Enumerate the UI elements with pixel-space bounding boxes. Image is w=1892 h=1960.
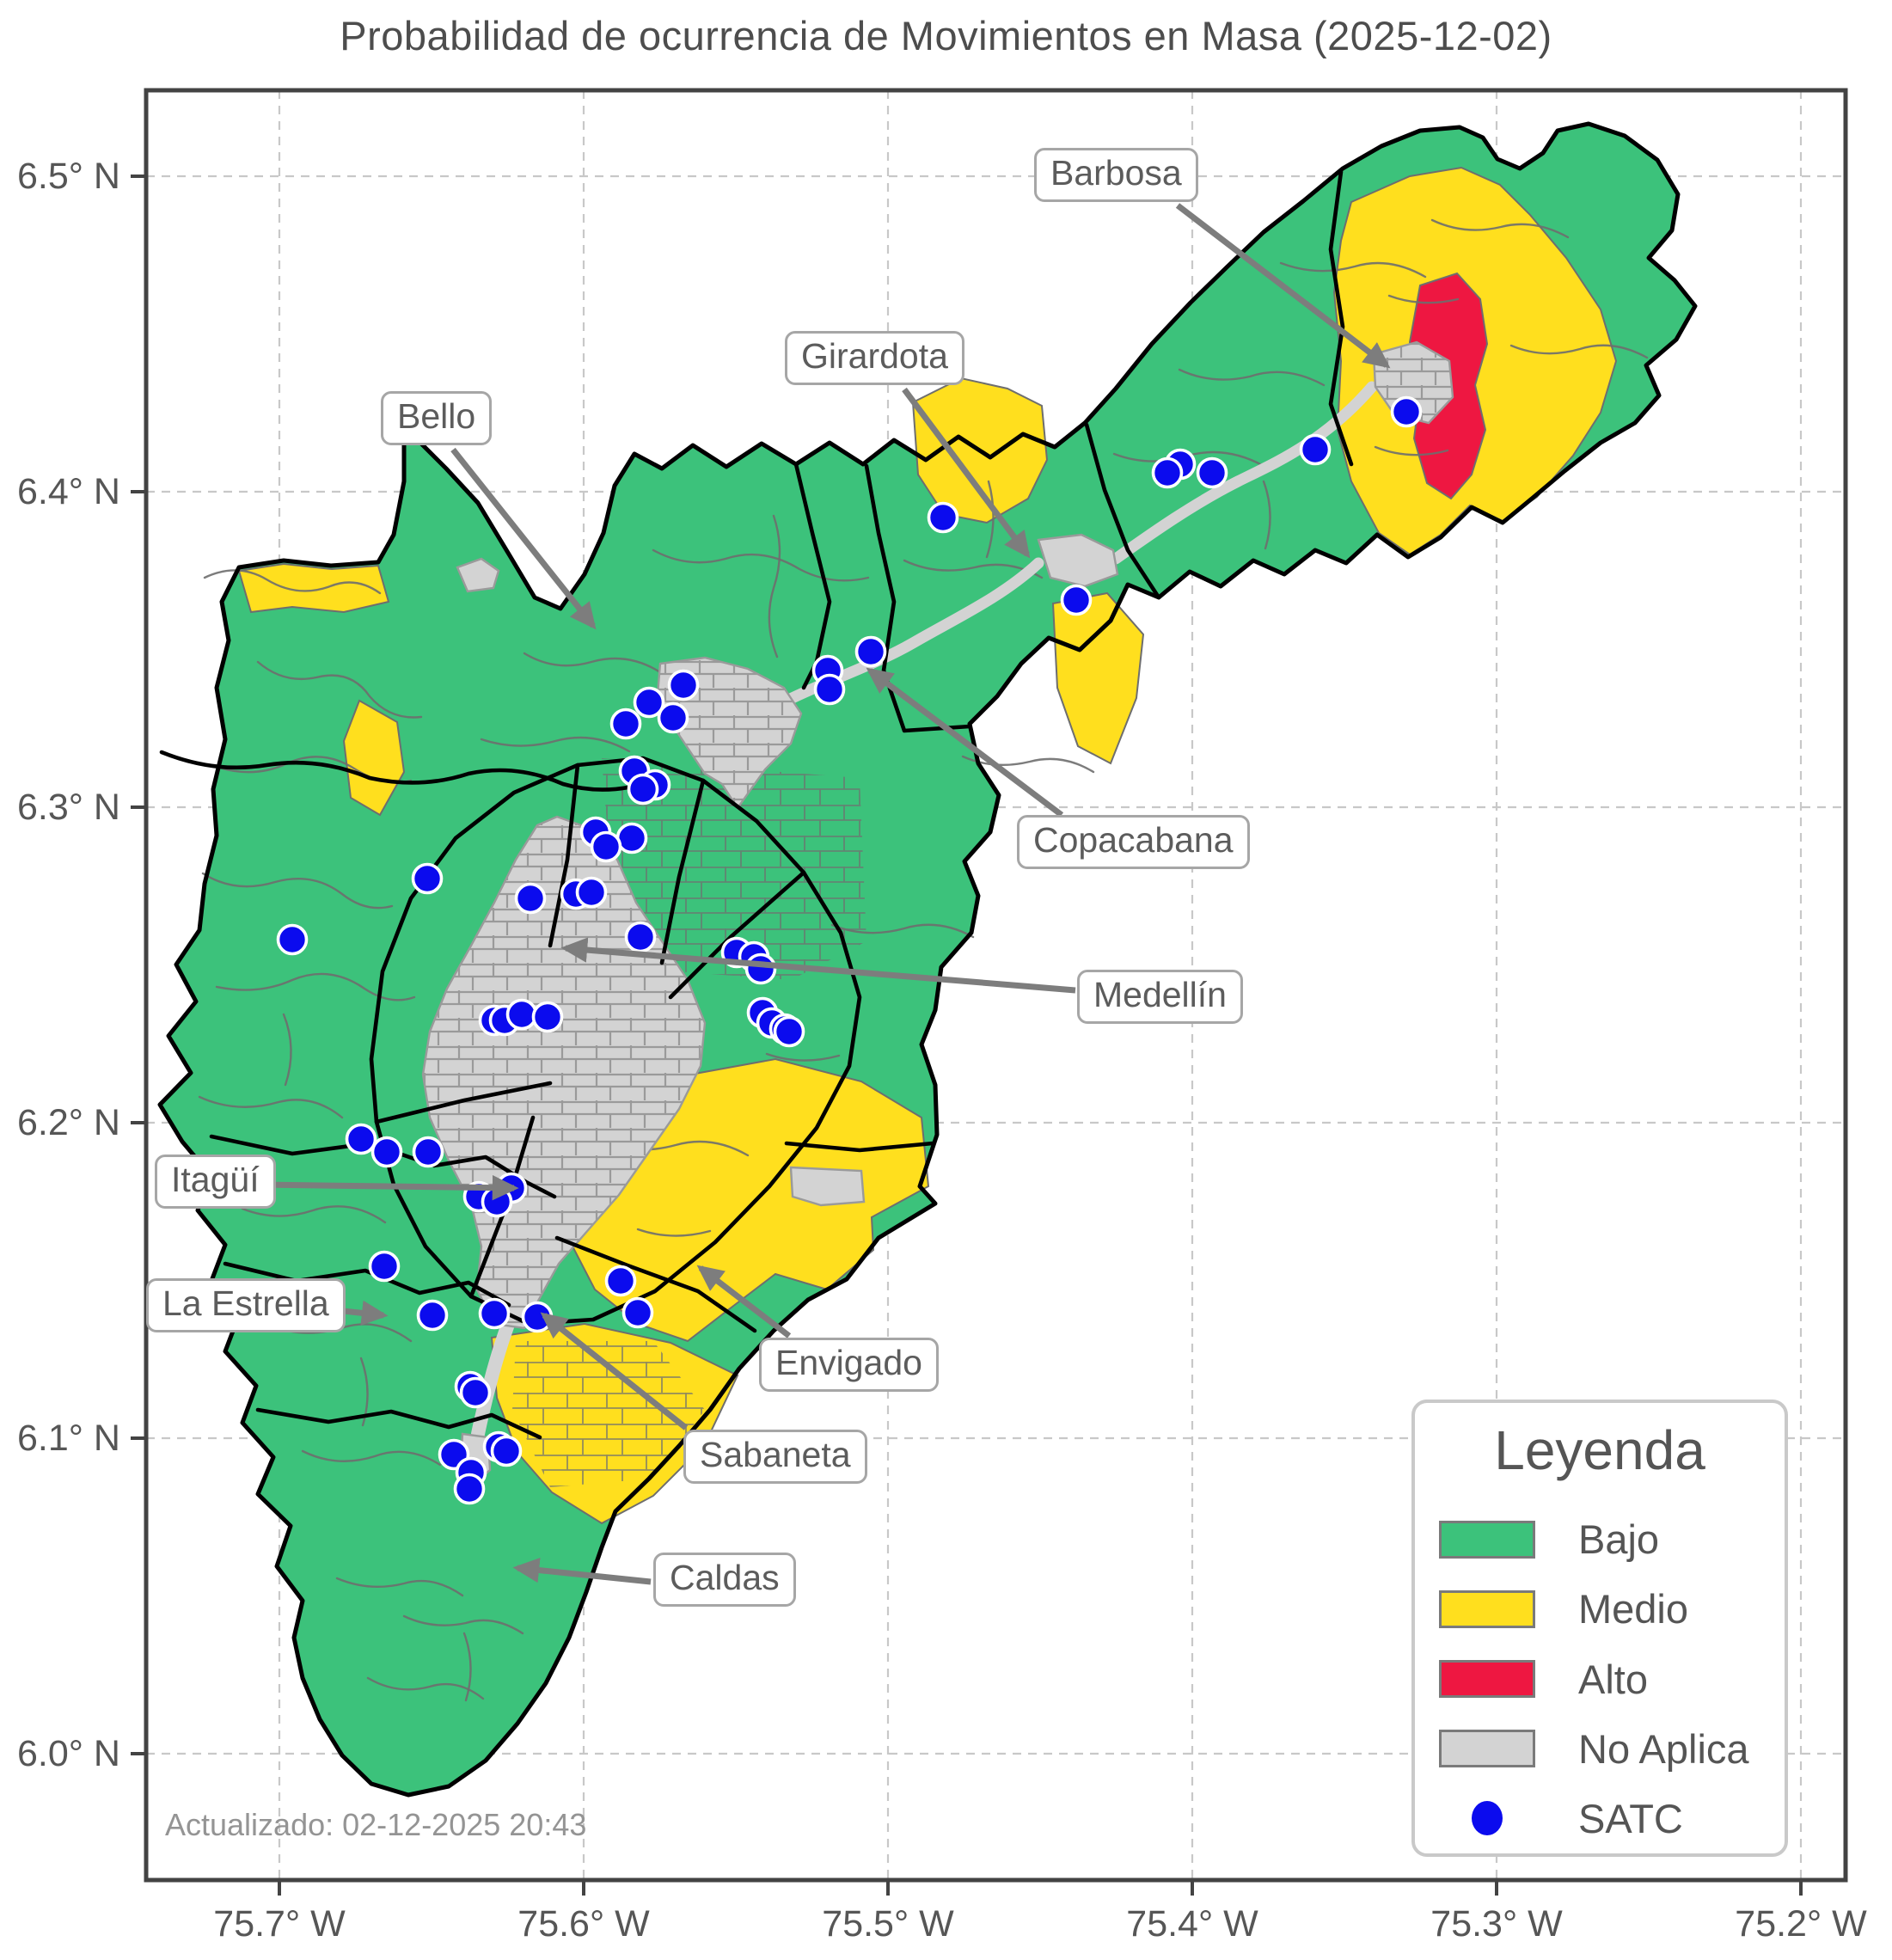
satc-point (490, 1435, 523, 1467)
region-map (157, 121, 1698, 1798)
no-aplica-color-swatch (1439, 1730, 1535, 1768)
satc-point (412, 1136, 444, 1168)
arrow-copacabana (866, 667, 1064, 818)
satc-point (1196, 456, 1228, 489)
satc-point (1299, 433, 1332, 466)
y-tick-label: 6.1° N (17, 1418, 120, 1459)
y-tick-label: 6.3° N (17, 787, 120, 828)
y-ticks: 6.5° N 6.4° N 6.3° N 6.2° N 6.1° N 6.0° … (17, 156, 146, 1774)
y-tick-label: 6.0° N (17, 1733, 120, 1774)
satc-points-layer (276, 395, 1423, 1505)
annotation-arrows (259, 203, 1391, 1585)
satc-point (575, 876, 608, 909)
x-ticks: 75.7° W 75.6° W 75.5° W 75.4° W 75.3° W … (213, 1880, 1867, 1945)
satc-point (773, 1015, 805, 1048)
arrow-girardota (902, 387, 1031, 559)
satc-point (604, 1265, 637, 1297)
satc-point (514, 882, 547, 915)
arrow-envigado (696, 1265, 792, 1338)
label-la-estrella: La Estrella (146, 1278, 346, 1333)
satc-point (627, 773, 659, 805)
legend-item-satc: SATC (1439, 1792, 1785, 1845)
label-sabaneta: Sabaneta (683, 1430, 867, 1485)
legend-item-label: SATC (1578, 1795, 1683, 1841)
satc-point (1151, 456, 1184, 489)
satc-point (744, 952, 777, 985)
updated-timestamp: Actualizado: 02-12-2025 20:43 (165, 1807, 586, 1842)
label-copacabana: Copacabana (1017, 815, 1250, 870)
satc-point (657, 701, 689, 734)
satc-point (478, 1297, 511, 1330)
legend-item-bajo: Bajo (1439, 1513, 1785, 1565)
satc-point (590, 830, 622, 863)
arrow-medellin (560, 937, 1076, 994)
satc-point (813, 673, 846, 706)
satc-point (276, 923, 309, 956)
y-tick-label: 6.2° N (17, 1102, 120, 1143)
x-tick-label: 75.4° W (1126, 1903, 1258, 1945)
satc-point (416, 1299, 449, 1332)
arrow-bello (450, 447, 597, 630)
arrow-itagui (259, 1174, 519, 1201)
legend-item-label: Bajo (1578, 1516, 1660, 1563)
satc-point (1060, 584, 1093, 616)
label-barbosa: Barbosa (1034, 148, 1198, 203)
satc-point (368, 1250, 401, 1283)
satc-point (927, 501, 959, 534)
alto-color-swatch (1439, 1660, 1535, 1698)
satc-dot-icon (1472, 1801, 1503, 1836)
region-outline (157, 121, 1698, 1798)
satc-point (531, 1001, 564, 1033)
satc-point (633, 686, 665, 719)
arrow-caldas (512, 1557, 652, 1585)
legend-item-medio: Medio (1439, 1583, 1785, 1635)
axes: 75.7° W 75.6° W 75.5° W 75.4° W 75.3° W … (17, 88, 1867, 1945)
satc-point (481, 1185, 513, 1218)
legend-item-no-aplica: No Aplica (1439, 1723, 1785, 1775)
label-itagui: Itagüí (155, 1155, 276, 1210)
satc-point (624, 921, 657, 953)
satc-point (505, 998, 538, 1031)
satc-point (615, 822, 648, 854)
label-bello: Bello (381, 391, 493, 446)
satc-point (621, 1296, 654, 1329)
legend-item-label: Medio (1578, 1586, 1689, 1632)
satc-point (609, 707, 642, 740)
x-tick-label: 75.6° W (517, 1903, 650, 1945)
satc-point (667, 669, 700, 701)
x-tick-label: 75.7° W (213, 1903, 346, 1945)
satc-point (411, 862, 444, 895)
bajo-color-swatch (1439, 1520, 1535, 1559)
satc-point (370, 1136, 403, 1168)
label-caldas: Caldas (653, 1553, 796, 1608)
satc-point (1390, 395, 1423, 428)
label-envigado: Envigado (759, 1338, 939, 1393)
satc-point (345, 1123, 377, 1155)
medio-color-swatch (1439, 1589, 1535, 1628)
x-tick-label: 75.3° W (1430, 1903, 1563, 1945)
satc-point (459, 1376, 492, 1409)
label-medellin: Medellín (1077, 970, 1243, 1025)
x-tick-label: 75.5° W (822, 1903, 954, 1945)
legend-item-label: No Aplica (1578, 1725, 1749, 1772)
y-tick-label: 6.4° N (17, 471, 120, 512)
satc-point (854, 635, 887, 668)
legend-item-label: Alto (1578, 1656, 1648, 1702)
arrow-barbosa (1175, 203, 1391, 369)
arrow-sabaneta (540, 1312, 689, 1430)
page-title: Probabilidad de ocurrencia de Movimiento… (340, 13, 1552, 58)
legend-item-alto: Alto (1439, 1652, 1785, 1705)
satc-point (453, 1473, 486, 1505)
x-tick-label: 75.2° W (1735, 1903, 1867, 1945)
y-tick-label: 6.5° N (17, 156, 120, 197)
label-girardota: Girardota (785, 331, 964, 386)
legend-title: Leyenda (1494, 1419, 1705, 1481)
legend: Leyenda Bajo Medio Alto No Aplica SATC (1411, 1400, 1788, 1857)
